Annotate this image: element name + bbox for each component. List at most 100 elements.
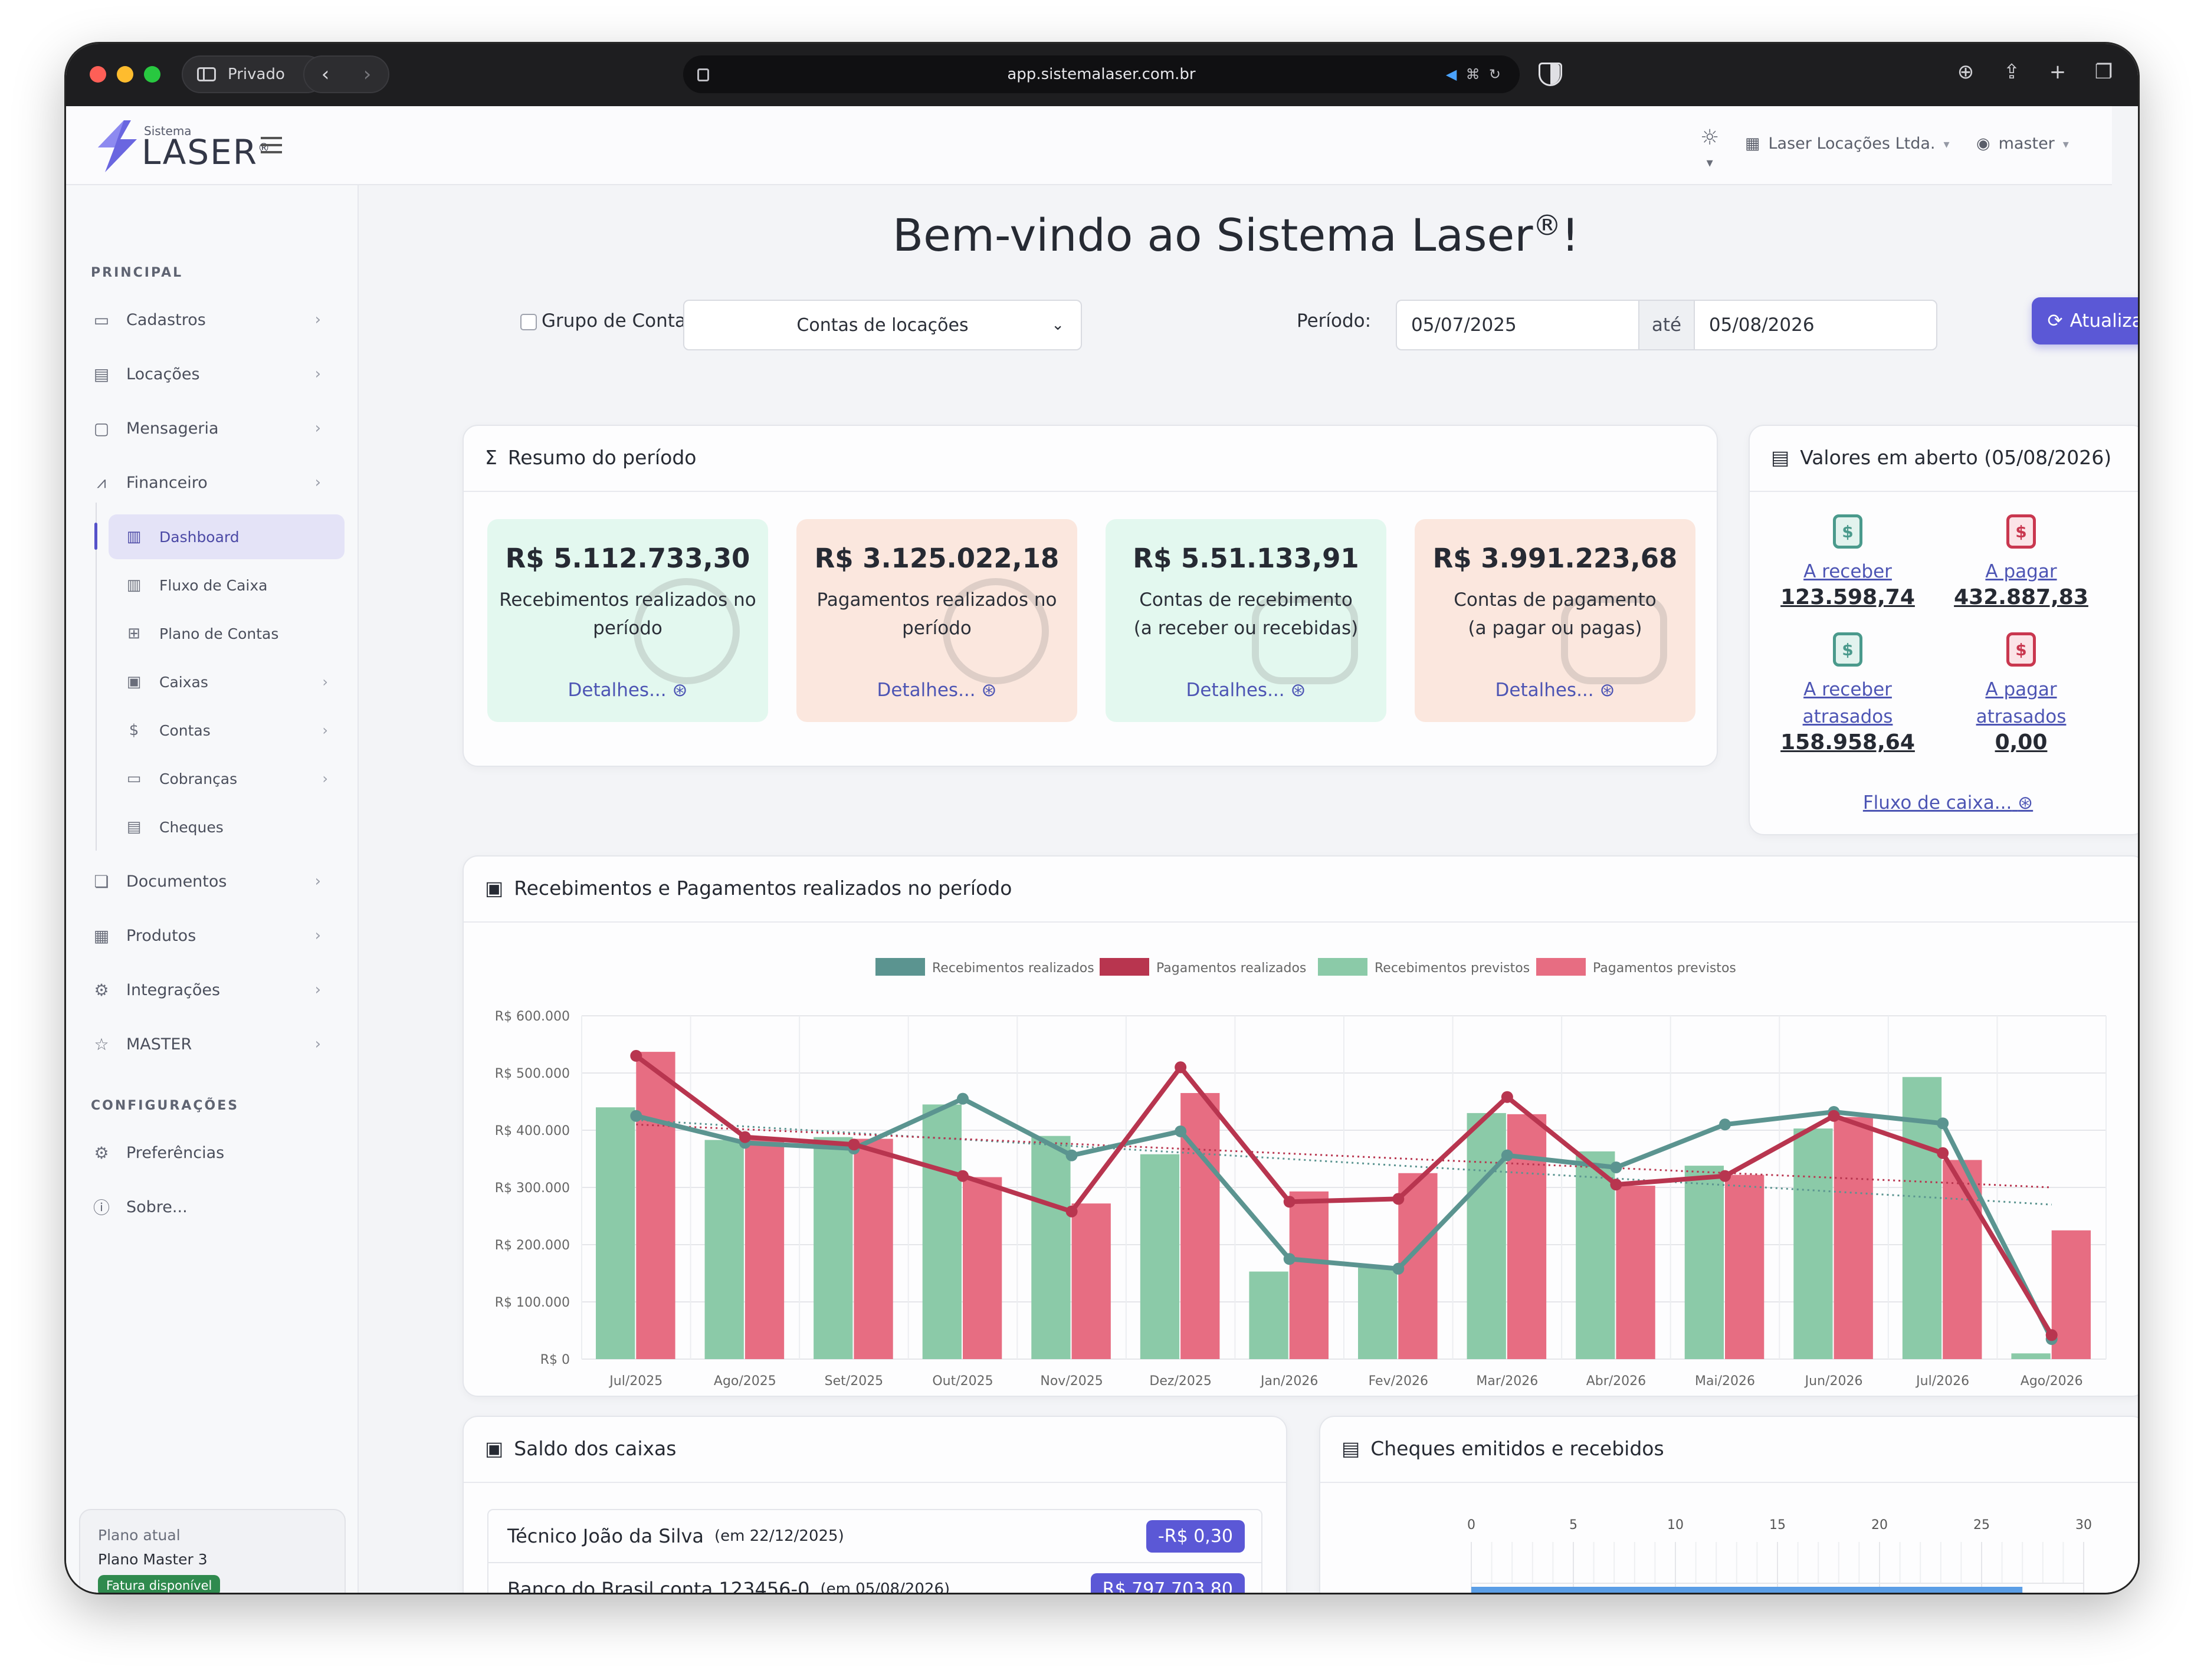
details-link[interactable]: Detalhes... ⊛ (877, 680, 997, 701)
plan-name: Plano Master 3 (98, 1551, 208, 1568)
bar (2051, 1230, 2091, 1359)
data-point (1065, 1205, 1078, 1218)
open-value[interactable]: 0,00 (1995, 730, 2048, 754)
sidebar-item-dashboard[interactable]: ▥ Dashboard (109, 514, 345, 559)
sidebar-item-sobre[interactable]: ⓘ Sobre... (91, 1189, 333, 1225)
money-icon: $ (2006, 632, 2036, 667)
private-tab-button[interactable]: Privado (182, 55, 326, 93)
chevron-down-icon: ▾ (1706, 156, 1713, 170)
x-tick-label: Ago/2026 (2021, 1374, 2083, 1389)
sidebar-item-label: Dashboard (159, 528, 240, 546)
date-to-input[interactable]: 05/08/2026 (1708, 314, 1815, 336)
sidebar-item-mensageria[interactable]: ▢ Mensageria › (91, 411, 333, 446)
sidebar-item-integracoes[interactable]: ⚙ Integrações › (91, 972, 333, 1008)
bar (963, 1177, 1002, 1359)
minimize-window-button[interactable] (117, 66, 133, 83)
open-link[interactable]: A pagar (1985, 561, 2057, 582)
sidebar-item-label: Locações (126, 365, 200, 383)
bar (1725, 1174, 1764, 1359)
download-icon[interactable]: ⊕ (1957, 60, 1975, 84)
share-icon[interactable]: ⇪ (2003, 60, 2021, 84)
hamburger-menu-icon[interactable] (261, 137, 282, 153)
invoice-badge[interactable]: Fatura disponível (98, 1575, 221, 1593)
open-value[interactable]: 158.958,64 (1780, 730, 1915, 754)
details-link[interactable]: Detalhes... ⊛ (568, 680, 688, 701)
sidebar-item-plano-de-contas[interactable]: ⊞ Plano de Contas (109, 611, 345, 656)
group-checkbox[interactable] (520, 314, 537, 330)
company-name: Laser Locações Ltda. (1768, 134, 1936, 153)
open-link[interactable]: A receber atrasados (1802, 679, 1893, 727)
open-link[interactable]: A receber (1803, 561, 1892, 582)
open-link[interactable]: A pagar atrasados (1976, 679, 2067, 727)
company-selector[interactable]: ▦ Laser Locações Ltda. ▾ (1745, 134, 1950, 153)
x-tick-label: 20 (1871, 1518, 1888, 1533)
sidebar-item-produtos[interactable]: ▦ Produtos › (91, 918, 333, 953)
legend-swatch (1318, 958, 1367, 976)
sidebar-item-contas[interactable]: $ Contas › (109, 708, 345, 753)
cashflow-link[interactable]: Fluxo de caixa... ⊛ (1862, 792, 2034, 813)
user-menu[interactable]: ◉ master ▾ (1976, 134, 2069, 153)
sidebar-item-cheques[interactable]: ▤ Cheques (109, 805, 345, 849)
zoom-window-button[interactable] (144, 66, 160, 83)
data-point (2045, 1329, 2058, 1341)
sidebar-item-documentos[interactable]: ❏ Documentos › (91, 864, 333, 899)
x-tick-label: 30 (2075, 1518, 2092, 1533)
sidebar-item-label: Integrações (126, 980, 221, 999)
sidebar-item-label: Mensageria (126, 419, 219, 438)
money-icon: ▣ (485, 877, 504, 900)
sun-icon: ☼ (1700, 126, 1720, 150)
page-menu-icon[interactable] (697, 68, 709, 81)
open-value[interactable]: 432.887,83 (1954, 585, 2088, 609)
browser-toolbar: Privado ‹ › app.sistemalaser.com.br ◀︎ ⌘… (66, 44, 2138, 106)
chevron-right-icon: › (322, 722, 328, 739)
cashbox-name: Técnico João da Silva (507, 1525, 704, 1547)
sidebar-item-cadastros[interactable]: ▭ Cadastros › (91, 302, 333, 337)
theme-toggle[interactable]: ☼ ▾ (1700, 127, 1719, 170)
update-button[interactable]: ⟳ Atualizar (2032, 297, 2138, 344)
data-point (1392, 1262, 1405, 1275)
date-separator: até (1638, 301, 1695, 349)
back-icon[interactable]: ‹ (321, 63, 330, 86)
plan-label: Plano atual (98, 1527, 181, 1544)
date-from-input[interactable]: 05/07/2025 (1411, 314, 1517, 336)
sidebar-item-preferencias[interactable]: ⚙ Preferências (91, 1135, 333, 1170)
reload-icon[interactable]: ↻ (1488, 66, 1501, 83)
sidebar-item-cobrancas[interactable]: ▭ Cobranças › (109, 756, 345, 801)
bar (595, 1107, 635, 1359)
calendar-icon: ▤ (93, 364, 110, 384)
sidebar-item-label: Cadastros (126, 310, 206, 329)
details-link[interactable]: Detalhes... ⊛ (1495, 680, 1615, 701)
money-icon: $ (1833, 632, 1862, 667)
bar (1943, 1160, 1982, 1359)
new-tab-icon[interactable]: + (2049, 60, 2067, 84)
open-value[interactable]: 123.598,74 (1780, 585, 1915, 609)
tab-overview-icon[interactable]: ❐ (2094, 60, 2113, 84)
sidebar-item-label: Caixas (159, 673, 208, 691)
y-tick-label: R$ 500.000 (495, 1067, 570, 1081)
privacy-shield-icon[interactable] (1539, 63, 1562, 86)
sidebar-item-label: Plano de Contas (159, 625, 279, 642)
data-point (1610, 1179, 1622, 1191)
audio-icon[interactable]: ◀︎ (1445, 66, 1457, 83)
table-row[interactable]: Técnico João da Silva (em 22/12/2025) -R… (487, 1509, 1262, 1563)
sidebar-item-master[interactable]: ☆ MASTER › (91, 1026, 333, 1062)
cashbox-date: (em 22/12/2025) (714, 1527, 844, 1545)
sidebar-item-fluxo-de-caixa[interactable]: ▥ Fluxo de Caixa (109, 563, 345, 608)
sidebar-item-financeiro[interactable]: ⩘ Financeiro › (91, 465, 333, 500)
group-select[interactable]: Contas de locações ⌄ (683, 300, 1082, 350)
x-tick-label: Fev/2026 (1369, 1374, 1428, 1389)
close-window-button[interactable] (90, 66, 106, 83)
data-point (630, 1110, 642, 1122)
translate-icon[interactable]: ⌘ (1465, 66, 1480, 83)
app-header: Sistema LASER® ☼ ▾ ▦ Laser Locações Ltda… (66, 106, 2112, 185)
details-link[interactable]: Detalhes... ⊛ (1186, 680, 1306, 701)
forward-icon[interactable]: › (363, 63, 372, 86)
nav-buttons: ‹ › (303, 55, 389, 93)
sidebar-item-caixas[interactable]: ▣ Caixas › (109, 659, 345, 704)
table-row[interactable]: Banco do Brasil conta 123456-0 (em 05/08… (487, 1562, 1262, 1593)
divider (464, 1482, 1286, 1483)
sidebar-item-locacoes[interactable]: ▤ Locações › (91, 356, 333, 392)
cheque-icon: ▤ (1342, 1437, 1360, 1460)
address-bar[interactable]: app.sistemalaser.com.br ◀︎ ⌘ ↻ (683, 55, 1520, 93)
